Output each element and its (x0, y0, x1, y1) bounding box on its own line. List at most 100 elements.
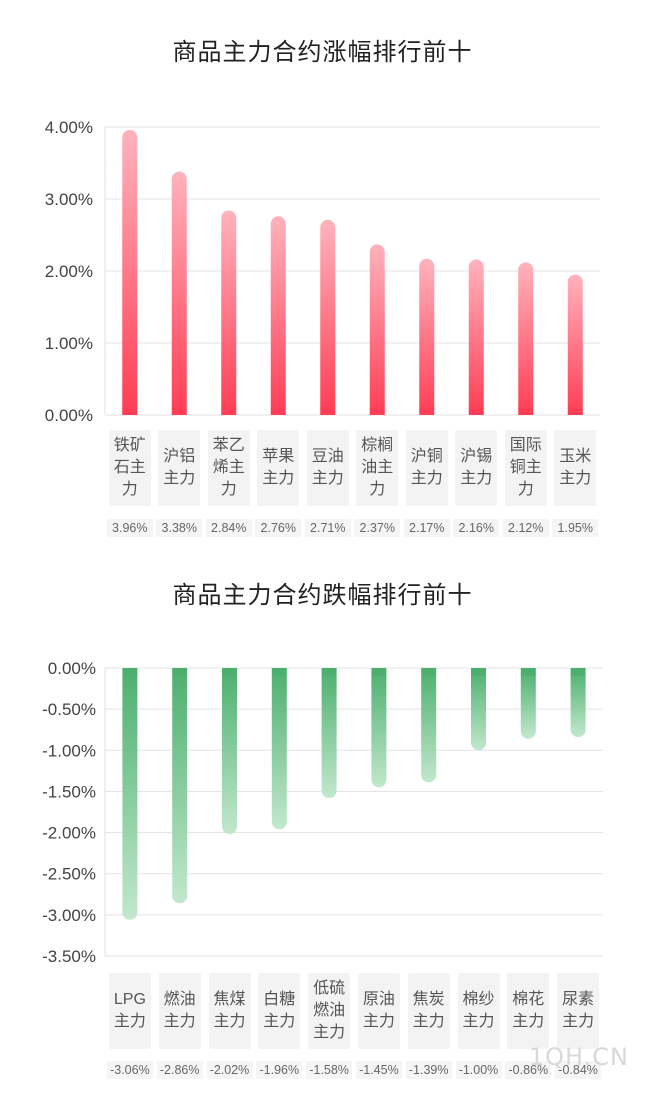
bar-base (518, 407, 534, 415)
value-label: -2.02% (206, 1061, 253, 1079)
bar (321, 668, 337, 799)
category-label-text: 苹果主力 (262, 448, 295, 487)
bar-base (570, 668, 586, 676)
bar-base (468, 407, 484, 415)
category-label-text: 燃油主力 (163, 991, 196, 1030)
bar (520, 668, 536, 739)
value-label: -1.00% (455, 1061, 502, 1079)
category-label-text: 沪铜主力 (410, 448, 443, 487)
value-label: -2.86% (156, 1061, 203, 1079)
bar (222, 668, 237, 835)
category-label-text: 白糖主力 (263, 991, 296, 1030)
value-label: -0.86% (505, 1061, 552, 1079)
category-label-text: 棉纱主力 (462, 991, 495, 1030)
category-label: 玉米主力 (554, 430, 597, 506)
bar-base (122, 668, 138, 676)
category-label-text: 焦煤主力 (213, 991, 246, 1030)
y-tick-label: 0.00% (45, 406, 93, 425)
bar (371, 668, 387, 788)
y-tick-label: 0.00% (48, 659, 96, 678)
bar (221, 210, 237, 415)
value-label: -1.58% (306, 1061, 353, 1079)
y-tick-label: -3.50% (42, 947, 96, 966)
category-label-text: 豆油主力 (311, 448, 344, 487)
category-label: 原油主力 (357, 973, 400, 1049)
bar-base (421, 668, 437, 676)
bar-base (172, 668, 188, 676)
category-label-text: 棉花主力 (512, 991, 545, 1030)
category-label: LPG主力 (108, 973, 151, 1049)
y-tick-label: -1.50% (42, 782, 96, 801)
category-label: 国际铜主力 (504, 430, 547, 506)
y-tick-label: 1.00% (45, 334, 93, 353)
bar-base (369, 407, 385, 415)
value-label: 3.96% (106, 519, 153, 537)
bar-base (321, 668, 337, 676)
bar (122, 668, 138, 920)
bar-base (567, 407, 583, 415)
value-label: 2.76% (255, 519, 302, 537)
value-label: 1.95% (552, 519, 599, 537)
value-label: 2.17% (403, 519, 450, 537)
category-label-text: 低硫燃油主力 (313, 980, 346, 1041)
category-label: 燃油主力 (158, 973, 201, 1049)
value-label: -1.96% (256, 1061, 303, 1079)
value-label: -1.39% (405, 1061, 452, 1079)
category-label: 尿素主力 (557, 973, 600, 1049)
gain-chart-title: 商品主力合约涨幅排行前十 (172, 39, 473, 66)
category-label-text: 沪锡主力 (460, 448, 493, 487)
value-label: 3.38% (156, 519, 203, 537)
category-label-text: 国际铜主力 (509, 437, 542, 498)
category-label-text: 玉米主力 (559, 448, 592, 487)
bar (471, 668, 486, 751)
category-label-text: 棕榈油主力 (361, 437, 394, 498)
category-label: 沪铝主力 (158, 430, 201, 506)
bar-base (419, 407, 435, 415)
bar (171, 171, 187, 415)
bar (518, 262, 534, 415)
bar-base (371, 668, 387, 676)
value-label: 2.16% (453, 519, 500, 537)
bar (122, 129, 138, 415)
loss-chart-title: 商品主力合约跌幅排行前十 (172, 582, 473, 609)
category-label-text: LPG主力 (113, 991, 146, 1030)
value-label: 2.37% (354, 519, 401, 537)
y-tick-label: -0.50% (42, 700, 96, 719)
bar-base (122, 407, 138, 415)
bar (421, 668, 437, 783)
bar (570, 668, 586, 738)
category-label-text: 苯乙烯主力 (212, 437, 245, 498)
bar (320, 219, 336, 415)
bar (419, 258, 435, 415)
bar (172, 668, 188, 904)
category-label: 铁矿石主力 (108, 430, 151, 506)
bar-base (222, 668, 237, 676)
bar-base (270, 407, 286, 415)
y-tick-label: -2.50% (42, 865, 96, 884)
category-label: 苯乙烯主力 (207, 430, 250, 506)
category-label: 焦煤主力 (208, 973, 251, 1049)
category-label: 沪锡主力 (455, 430, 498, 506)
category-label: 苹果主力 (257, 430, 300, 506)
bar (270, 216, 286, 415)
bar (271, 668, 287, 830)
value-label: 2.12% (502, 519, 549, 537)
bar-base (471, 668, 486, 676)
category-label: 豆油主力 (306, 430, 349, 506)
y-tick-label: -2.00% (42, 824, 96, 843)
y-tick-label: 4.00% (45, 118, 93, 137)
value-label: 2.71% (304, 519, 351, 537)
value-label: -0.84% (555, 1061, 602, 1079)
bar-base (221, 407, 237, 415)
category-label: 棕榈油主力 (356, 430, 399, 506)
y-tick-label: -3.00% (42, 906, 96, 925)
category-label-text: 焦炭主力 (412, 991, 445, 1030)
bar (468, 259, 484, 415)
category-label-text: 沪铝主力 (163, 448, 196, 487)
bar (369, 244, 385, 415)
bar-base (271, 668, 287, 676)
y-tick-label: 2.00% (45, 262, 93, 281)
category-label: 焦炭主力 (407, 973, 450, 1049)
value-label: 2.84% (205, 519, 252, 537)
category-label: 低硫燃油主力 (308, 973, 351, 1049)
